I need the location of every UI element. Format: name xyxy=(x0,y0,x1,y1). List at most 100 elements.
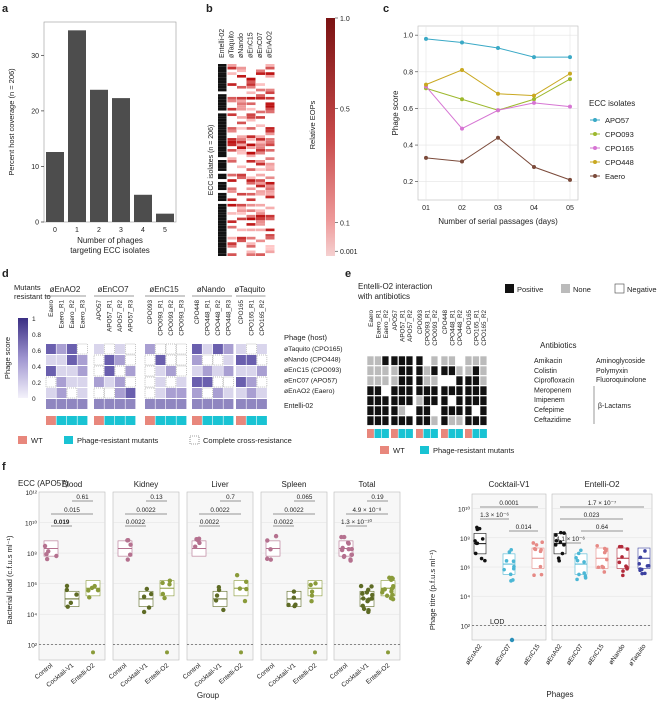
heatmap-cell xyxy=(455,385,464,396)
data-point xyxy=(360,591,365,596)
heatmap-cell xyxy=(246,127,256,130)
data-point xyxy=(309,589,315,594)
heatmap-cell xyxy=(237,165,246,169)
heatmap-cell xyxy=(246,250,256,254)
heatmap-cell xyxy=(390,385,399,396)
data-point xyxy=(141,594,147,599)
heatmap-cell xyxy=(246,72,256,75)
class-label: Fluoroquinolone xyxy=(596,377,646,384)
heatmap-cell xyxy=(374,385,382,396)
heatmap-cell xyxy=(218,157,227,160)
heatmap-cell xyxy=(237,138,246,141)
heatmap-cell xyxy=(104,399,115,409)
heatmap-cell xyxy=(144,376,156,388)
heatmap-cell xyxy=(464,405,473,416)
heatmap-cell xyxy=(227,74,237,78)
heatmap-cell xyxy=(440,375,449,386)
data-point xyxy=(192,544,198,549)
class-label: Polymyxin xyxy=(596,368,628,375)
heatmap-cell xyxy=(176,399,187,409)
data-point xyxy=(239,650,243,655)
heatmap-cell xyxy=(246,116,256,119)
colorbar-tick-label: 0.2 xyxy=(32,380,41,387)
condition-strip xyxy=(406,429,413,438)
column-label: Eaero_R2 xyxy=(383,310,390,339)
data-point xyxy=(242,598,248,604)
heatmap-cell xyxy=(265,83,275,86)
data-point xyxy=(68,600,74,606)
x-axis-label: Number of serial passages (days) xyxy=(438,217,558,226)
heatmap-cell xyxy=(218,217,227,221)
data-point xyxy=(507,550,512,554)
data-point xyxy=(638,567,642,571)
data-point xyxy=(268,557,274,562)
heatmap-cell xyxy=(227,64,237,67)
heatmap-cell xyxy=(218,138,227,141)
heatmap-cell xyxy=(237,228,246,232)
condition-strip xyxy=(246,416,257,425)
heatmap-cell xyxy=(265,162,275,166)
heatmap-cell xyxy=(265,173,275,177)
heatmap-cell xyxy=(398,405,406,416)
data-point xyxy=(42,543,48,549)
heatmap-cell xyxy=(256,149,265,152)
heatmap-cell xyxy=(381,355,390,366)
heatmap-cell xyxy=(246,198,256,202)
data-point xyxy=(532,573,536,578)
heatmap-cell xyxy=(265,80,275,84)
heatmap-cell xyxy=(390,415,399,426)
y-tick-label: 10¹⁰ xyxy=(25,520,37,528)
heatmap-cell xyxy=(227,192,237,196)
data-point xyxy=(637,562,641,566)
data-point xyxy=(291,595,297,600)
column-label: Eaero_R1 xyxy=(59,300,66,329)
heatmap-cell xyxy=(398,365,406,376)
heatmap-cell xyxy=(265,225,275,229)
heatmap-cell xyxy=(227,223,237,226)
heatmap-cell xyxy=(265,160,275,163)
heatmap-cell xyxy=(93,354,105,366)
heatmap-cell xyxy=(218,195,227,199)
heatmap-cell xyxy=(246,236,256,240)
data-point xyxy=(370,592,375,598)
heatmap-cell xyxy=(218,96,227,100)
heatmap-cell xyxy=(256,121,265,125)
heatmap-cell xyxy=(237,107,246,111)
x-tick-label: Entelli-O2 xyxy=(365,662,392,686)
heatmap-cell xyxy=(265,217,275,221)
heatmap-cell xyxy=(218,116,227,119)
heatmap-cell xyxy=(212,376,224,388)
heatmap-cell xyxy=(192,344,202,354)
heatmap-cell xyxy=(46,399,56,409)
heatmap-cell xyxy=(237,245,246,248)
heatmap-cell xyxy=(246,165,256,169)
heatmap-cell xyxy=(448,375,456,386)
heatmap-cell xyxy=(246,102,256,106)
data-point xyxy=(74,592,79,597)
column-label: øEnC07 xyxy=(257,32,264,58)
heatmap-cell xyxy=(218,102,227,106)
data-point xyxy=(273,533,279,539)
data-point xyxy=(539,572,544,577)
heatmap-cell xyxy=(218,107,227,111)
heatmap-cell xyxy=(125,343,136,355)
heatmap-cell xyxy=(246,184,256,188)
data-point xyxy=(576,551,581,556)
heatmap-cell xyxy=(237,157,246,160)
heatmap-cell xyxy=(448,415,456,426)
heatmap-cell xyxy=(265,64,275,67)
heatmap-cell xyxy=(227,66,237,70)
heatmap-cell xyxy=(237,91,246,95)
facet-title: Entelli-O2 xyxy=(584,480,620,489)
data-point xyxy=(348,557,353,562)
heatmap-cell xyxy=(237,206,246,210)
heatmap-cell xyxy=(227,154,237,158)
data-point xyxy=(291,589,297,594)
heatmap-cell xyxy=(237,195,246,199)
heatmap-cell xyxy=(237,121,246,125)
colorbar-label: Relative EOPs xyxy=(308,100,317,149)
data-point xyxy=(554,533,558,537)
heatmap-cell xyxy=(256,250,265,254)
